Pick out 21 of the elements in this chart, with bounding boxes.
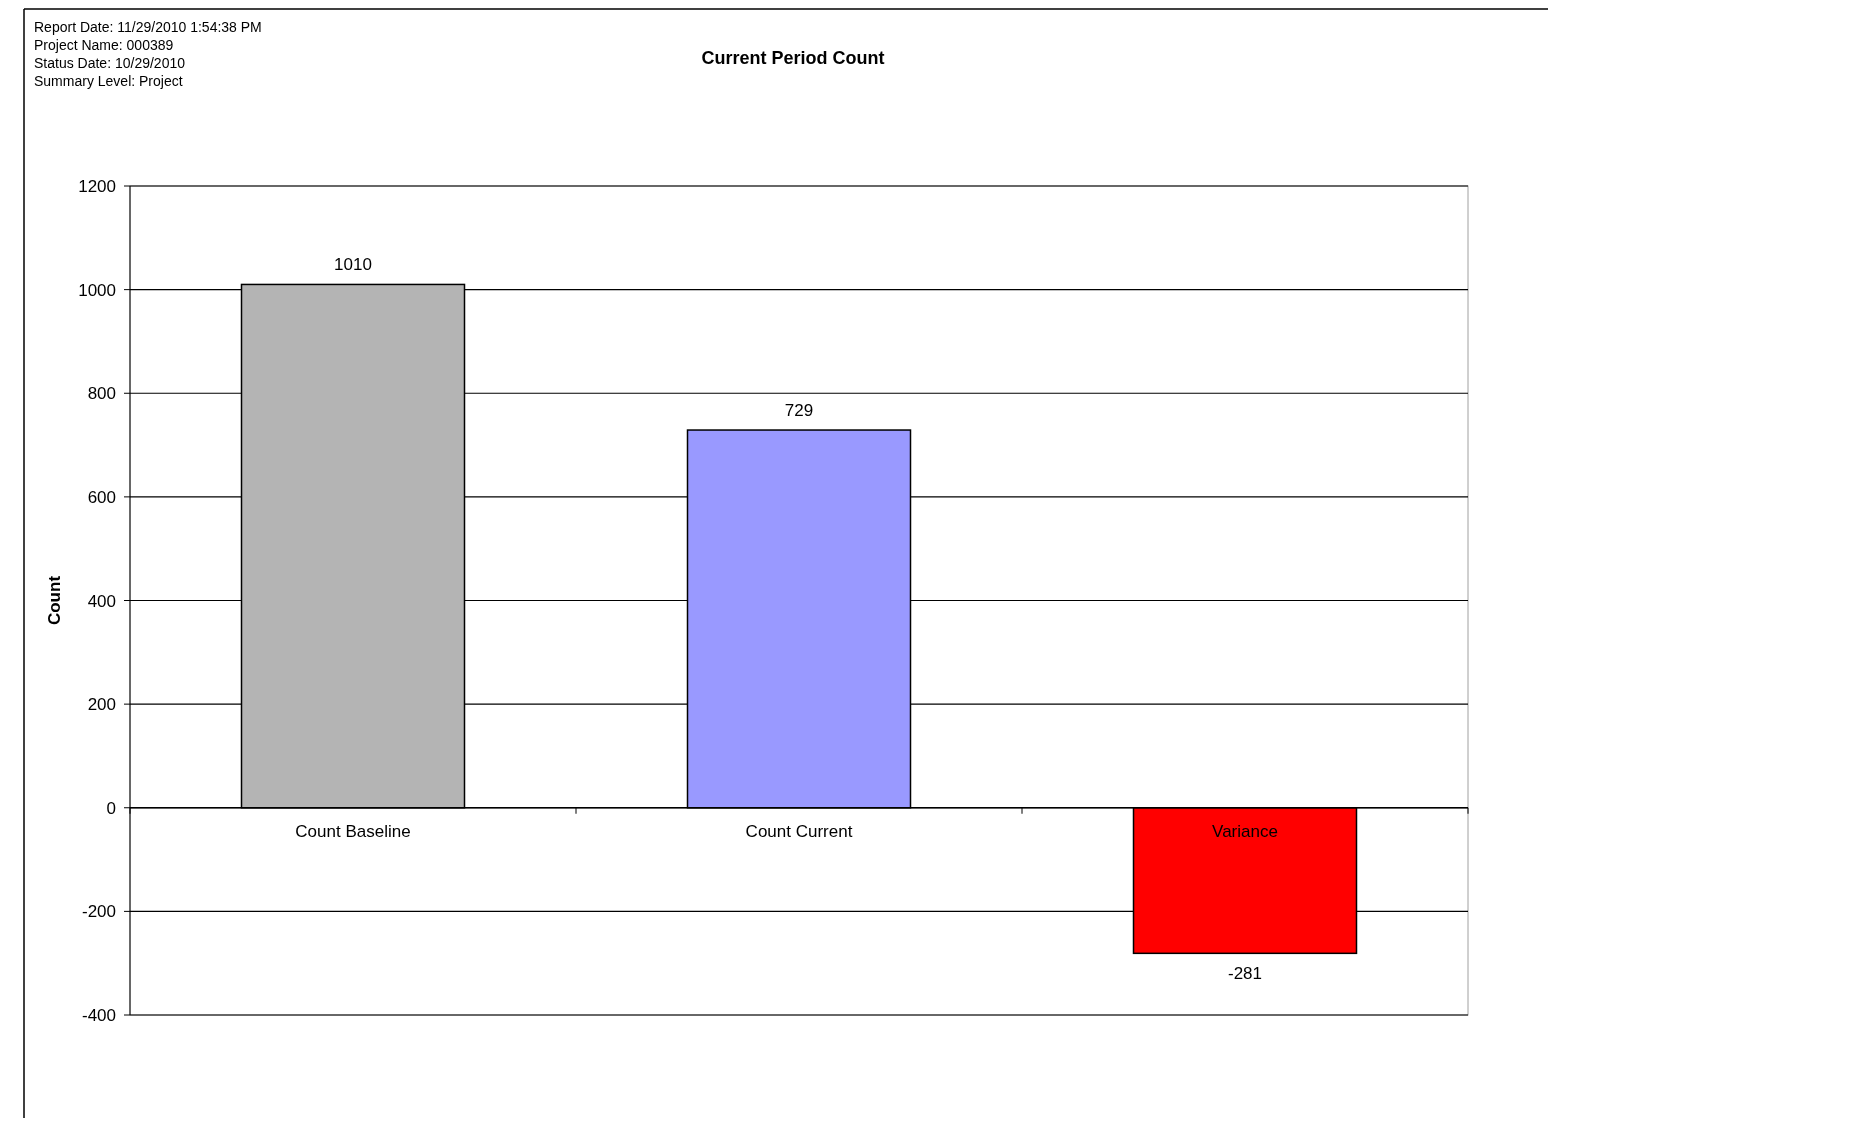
data-label: 729 (784, 401, 814, 421)
y-tick-label: 1200 (78, 177, 116, 196)
y-axis-title: Count (45, 575, 64, 626)
y-tick-label: 0 (106, 798, 116, 818)
chart-title: Current Period Count (701, 48, 885, 68)
y-tick-label: -400 (81, 1006, 116, 1025)
text: Report Date: 11/29/2010 1:54:38 PM (34, 19, 262, 35)
x-tick-label: Count Current (745, 821, 853, 841)
x-tick-label: Count Baseline (295, 821, 411, 841)
y-tick-label: -200 (81, 902, 116, 922)
data-label: 1010 (334, 255, 372, 275)
x-tick-label: Variance (1212, 821, 1278, 841)
text: Project Name: 000389 (34, 37, 174, 53)
text: Summary Level: Project (34, 73, 183, 89)
y-tick-label: 400 (87, 591, 116, 611)
text: Status Date: 10/29/2010 (34, 55, 186, 71)
data-label: -281 (1227, 964, 1263, 984)
y-tick-label: 800 (87, 384, 116, 404)
y-tick-label: 1000 (78, 280, 116, 300)
y-tick-label: 600 (87, 487, 116, 507)
y-tick-label: 200 (87, 695, 116, 715)
